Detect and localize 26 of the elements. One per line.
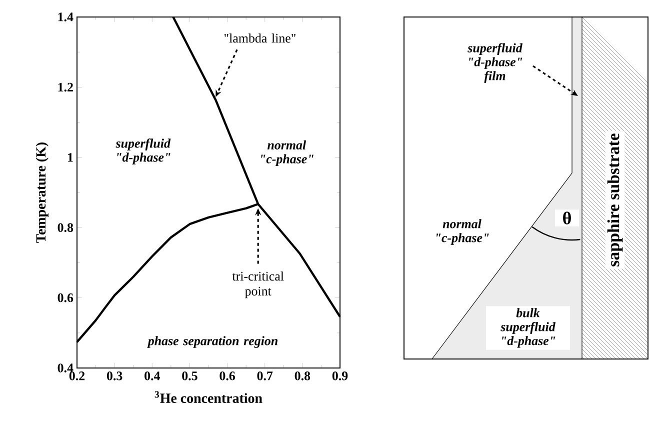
- y-tick-label: 0.6: [58, 293, 74, 302]
- y-tick-label: 1: [68, 153, 73, 162]
- x-tick-label: 0.2: [69, 372, 85, 380]
- y-tick-label: 0.8: [58, 223, 74, 232]
- annotation: superfluid "d-phase": [116, 138, 171, 164]
- x-axis-title: $^{3}$He concentration: [154, 391, 262, 403]
- text: θ: [563, 212, 571, 224]
- text: superfluid "d-phase" film: [468, 43, 523, 83]
- y-axis-title: Temperature (K): [36, 142, 48, 243]
- text: bulk superfluid "d-phase": [500, 308, 556, 348]
- y-tick-label: 1.2: [58, 82, 73, 92]
- x-tick-label: 0.5: [182, 372, 198, 380]
- annotation: tri-critical point: [232, 271, 284, 298]
- x-tick-label: 0.4: [144, 372, 160, 380]
- y-tick-label: 1.4: [58, 12, 74, 22]
- x-tick-label: 0.9: [332, 372, 348, 380]
- x-tick-label: 0.3: [106, 372, 122, 380]
- text: normal "c-phase": [436, 219, 489, 245]
- text: sapphire substrate: [607, 134, 623, 266]
- x-tick-label: 0.7: [257, 372, 273, 380]
- y-tick-label: 0.4: [58, 364, 74, 372]
- x-tick-label: 0.8: [294, 372, 310, 380]
- annotation: "lambda line": [224, 34, 296, 43]
- annotation: phase separation region: [146, 336, 278, 348]
- annotation: normal "c-phase": [261, 140, 314, 166]
- x-tick-label: 0.6: [220, 372, 236, 380]
